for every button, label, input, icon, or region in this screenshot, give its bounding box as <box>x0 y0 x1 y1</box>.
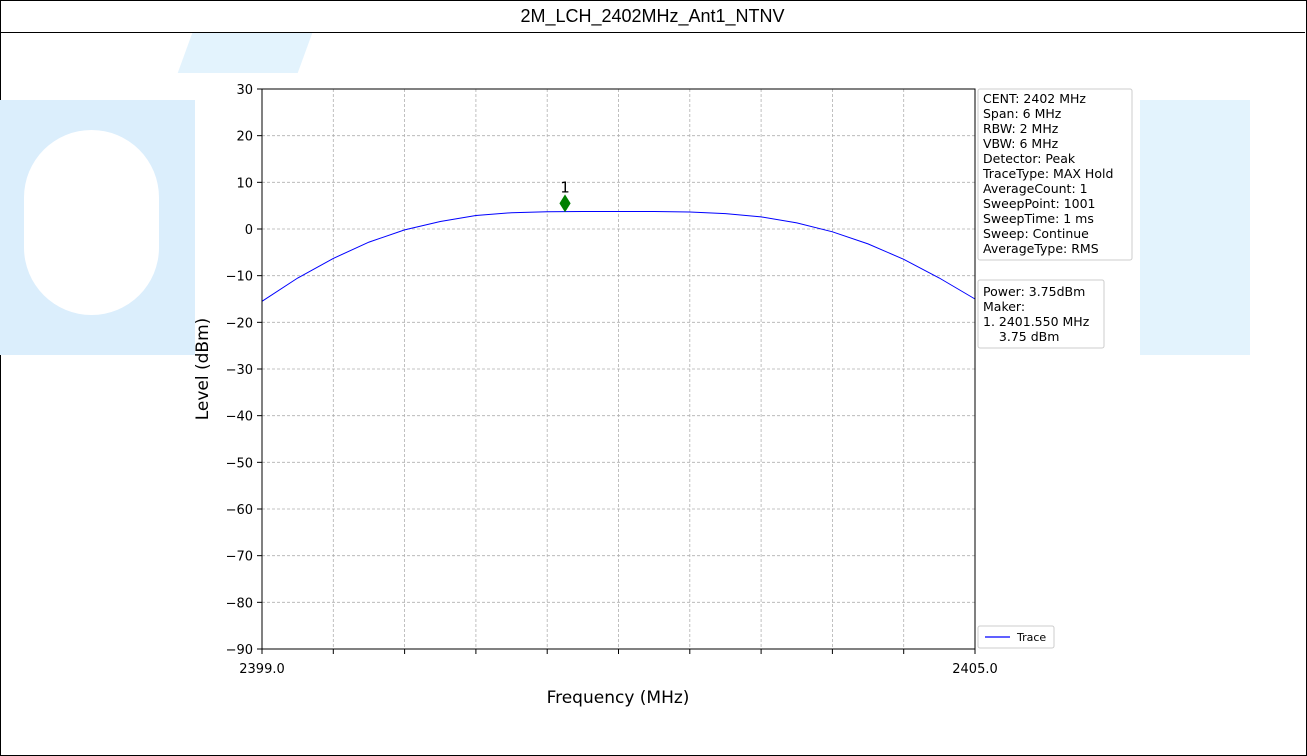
peak-marker: 1 <box>559 178 571 213</box>
y-tick-label: −80 <box>226 596 253 611</box>
grid-lines <box>262 89 975 649</box>
info-line: Span: 6 MHz <box>983 106 1062 121</box>
x-axis-ticks: 2399.0 2405.0 <box>239 649 998 677</box>
plot-border <box>261 88 976 650</box>
info-line: RBW: 2 MHz <box>983 121 1059 136</box>
legend-frame <box>977 625 1055 649</box>
info-box-settings-frame <box>977 88 1133 261</box>
info-line: SweepTime: 1 ms <box>983 211 1094 226</box>
info-line: 1. 2401.550 MHz <box>983 314 1090 329</box>
marker-diamond <box>559 194 571 213</box>
info-line: Detector: Peak <box>983 151 1076 166</box>
y-tick-label: −40 <box>226 410 253 425</box>
info-line: AverageType: RMS <box>983 241 1099 256</box>
y-axis-ticks: 30 20 10 0 −10 −20 −30 −40 −50 −60 −70 −80 −90 <box>226 83 262 658</box>
marker-label: 1 <box>560 178 570 196</box>
y-tick-label: 20 <box>236 130 253 145</box>
trace-lines <box>261 211 976 302</box>
y-tick-label: −20 <box>226 316 253 331</box>
y-tick-label: 0 <box>245 223 253 238</box>
info-line: TraceType: MAX Hold <box>982 166 1113 181</box>
y-tick-label: −60 <box>226 503 253 518</box>
y-axis-label: Level (dBm) <box>193 318 213 421</box>
trace-line <box>261 211 976 302</box>
info-box-power-frame <box>977 279 1105 349</box>
y-tick-label: 10 <box>236 176 253 191</box>
info-line: Sweep: Continue <box>983 226 1089 241</box>
x-tick-label: 2405.0 <box>952 662 998 677</box>
y-tick-label: −30 <box>226 363 253 378</box>
chart-title: 2M_LCH_2402MHz_Ant1_NTNV <box>0 0 1305 33</box>
info-line: SweepPoint: 1001 <box>983 196 1096 211</box>
y-tick-label: −70 <box>226 550 253 565</box>
x-axis-label: Frequency (MHz) <box>547 688 690 708</box>
y-tick-label: −50 <box>226 456 253 471</box>
y-tick-label: 30 <box>236 83 253 98</box>
x-tick-label: 2399.0 <box>239 662 285 677</box>
legend-label: Trace <box>1016 631 1046 644</box>
y-tick-label: −10 <box>226 270 253 285</box>
info-line: CENT: 2402 MHz <box>983 91 1086 106</box>
legend: Trace <box>977 625 1055 649</box>
info-line: Power: 3.75dBm <box>983 284 1085 299</box>
info-line: AverageCount: 1 <box>983 181 1088 196</box>
info-line: VBW: 6 MHz <box>983 136 1059 151</box>
y-tick-label: −90 <box>226 643 253 658</box>
info-line: Maker: <box>983 299 1025 314</box>
info-line: 3.75 dBm <box>983 329 1059 344</box>
